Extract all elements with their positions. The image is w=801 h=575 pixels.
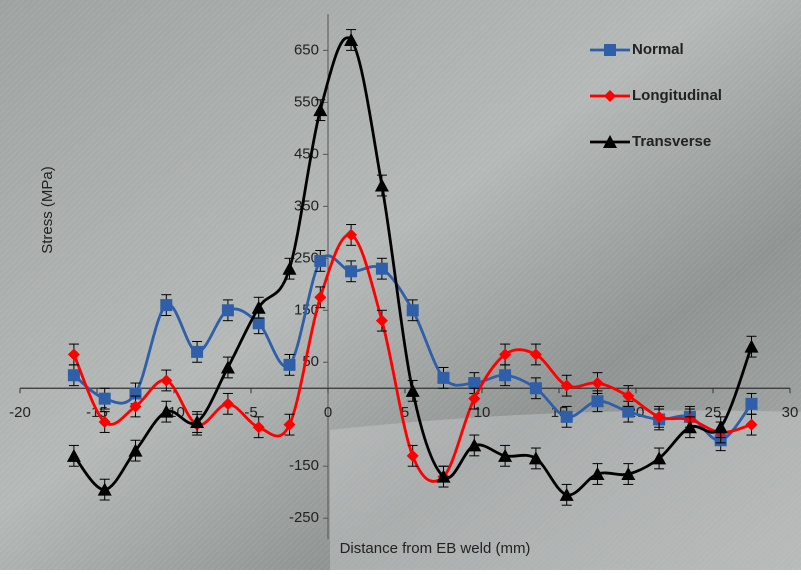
- page: {"chart_data": {"type": "line", "x_label…: [0, 0, 801, 570]
- y-tick-label: 450: [294, 145, 319, 162]
- chart: Stress (MPa) Distance from EB weld (mm) …: [0, 0, 801, 570]
- y-axis-title: Stress (MPa): [39, 166, 56, 254]
- y-tick-label: 550: [294, 93, 319, 110]
- marker: [99, 393, 111, 405]
- marker: [604, 44, 616, 56]
- marker: [407, 304, 419, 316]
- y-tick-label: -250: [289, 509, 319, 526]
- marker: [746, 398, 758, 410]
- x-tick-label: 25: [705, 404, 722, 421]
- x-axis-title: Distance from EB weld (mm): [340, 540, 531, 557]
- marker: [314, 255, 326, 267]
- marker: [253, 317, 265, 329]
- marker: [592, 395, 604, 407]
- x-tick-label: 10: [474, 404, 491, 421]
- x-tick-label: -20: [9, 404, 31, 421]
- marker: [499, 369, 511, 381]
- marker: [68, 369, 80, 381]
- legend-label: Normal: [632, 41, 684, 58]
- marker: [191, 346, 203, 358]
- marker: [622, 406, 634, 418]
- x-tick-label: 30: [782, 404, 799, 421]
- legend-label: Transverse: [632, 133, 711, 150]
- marker: [222, 304, 234, 316]
- marker: [284, 359, 296, 371]
- marker: [561, 411, 573, 423]
- marker: [438, 372, 450, 384]
- marker: [376, 263, 388, 275]
- legend-label: Longitudinal: [632, 87, 722, 104]
- y-tick-label: 350: [294, 197, 319, 214]
- marker: [160, 299, 172, 311]
- y-tick-label: -150: [289, 457, 319, 474]
- marker: [468, 377, 480, 389]
- marker: [345, 265, 357, 277]
- x-tick-label: 0: [324, 404, 332, 421]
- marker: [530, 382, 542, 394]
- y-tick-label: 650: [294, 41, 319, 58]
